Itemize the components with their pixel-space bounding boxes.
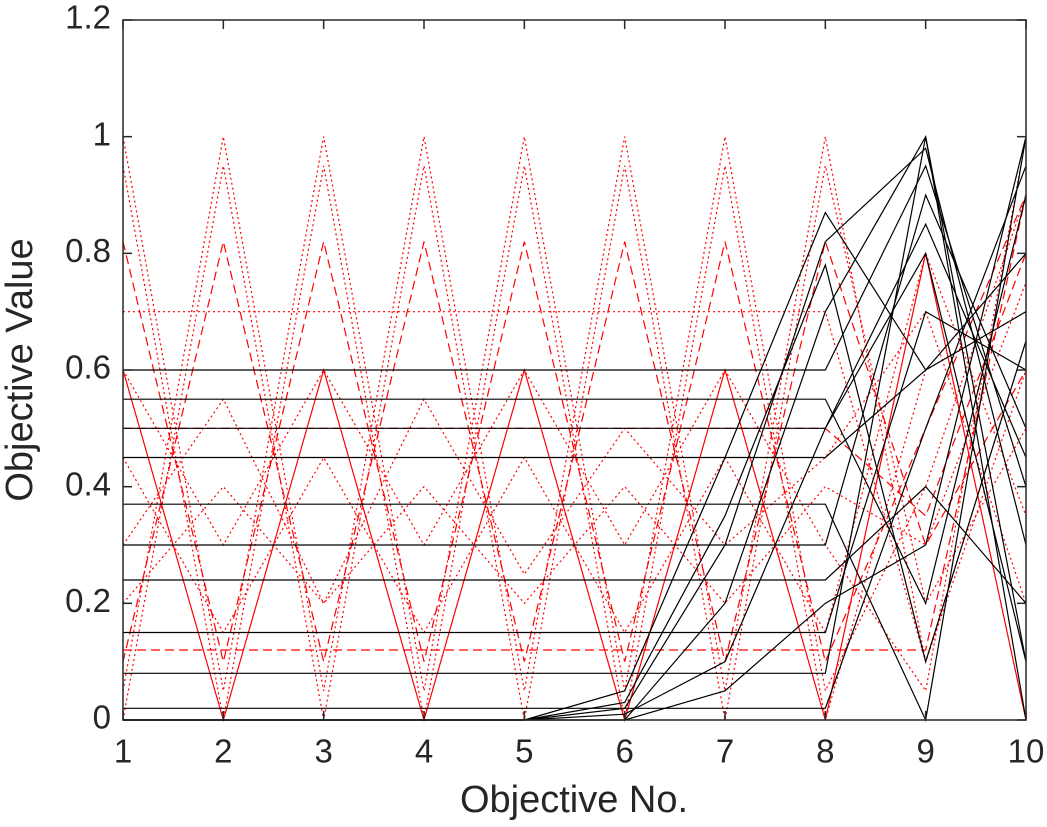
parallel-line [122,310,1027,605]
parallel-line [123,311,1027,664]
parallel-line [123,485,1027,604]
y-tick-label: 0.6 [65,349,111,386]
x-axis-label: Objective No. [460,779,688,821]
x-tick-label: 1 [114,733,132,770]
y-tick-label: 1 [93,115,111,152]
x-tick-label: 3 [314,733,332,770]
parallel-line [122,165,1027,721]
y-tick-label: 0.8 [65,232,111,269]
parallel-line [123,194,1027,651]
x-tick-label: 8 [816,733,834,770]
x-tick-label: 9 [916,733,934,770]
parallel-line [122,136,1027,691]
parallel-line [122,239,1027,662]
y-tick-label: 0.2 [65,582,111,619]
parallel-line [122,165,1027,721]
parallel-line [123,165,1027,709]
x-tick-label: 10 [1008,733,1045,770]
parallel-line [123,311,1027,459]
parallel-line [123,251,1027,662]
x-tick-label: 2 [214,733,232,770]
parallel-line [123,164,1027,487]
parallel-line [122,136,1027,693]
parallel-line [123,253,1027,517]
parallel-line [123,310,1027,634]
y-tick-label: 0 [93,699,111,736]
x-tick-label: 6 [615,733,633,770]
x-tick-label: 5 [515,733,533,770]
parallel-line [122,136,1027,693]
x-tick-label: 7 [716,733,734,770]
y-tick-label: 0.4 [65,465,111,502]
parallel-line [123,193,1027,546]
parallel-line [123,136,1027,722]
y-tick-label: 1.2 [65,0,111,36]
parallel-line [122,251,1027,635]
parallel-line [123,263,1027,721]
parallel-line [123,194,1027,606]
parallel-line [123,136,1027,721]
y-axis-label: Objective Value [0,238,41,501]
x-tick-label: 4 [415,733,433,770]
parallel-line [123,147,1027,721]
